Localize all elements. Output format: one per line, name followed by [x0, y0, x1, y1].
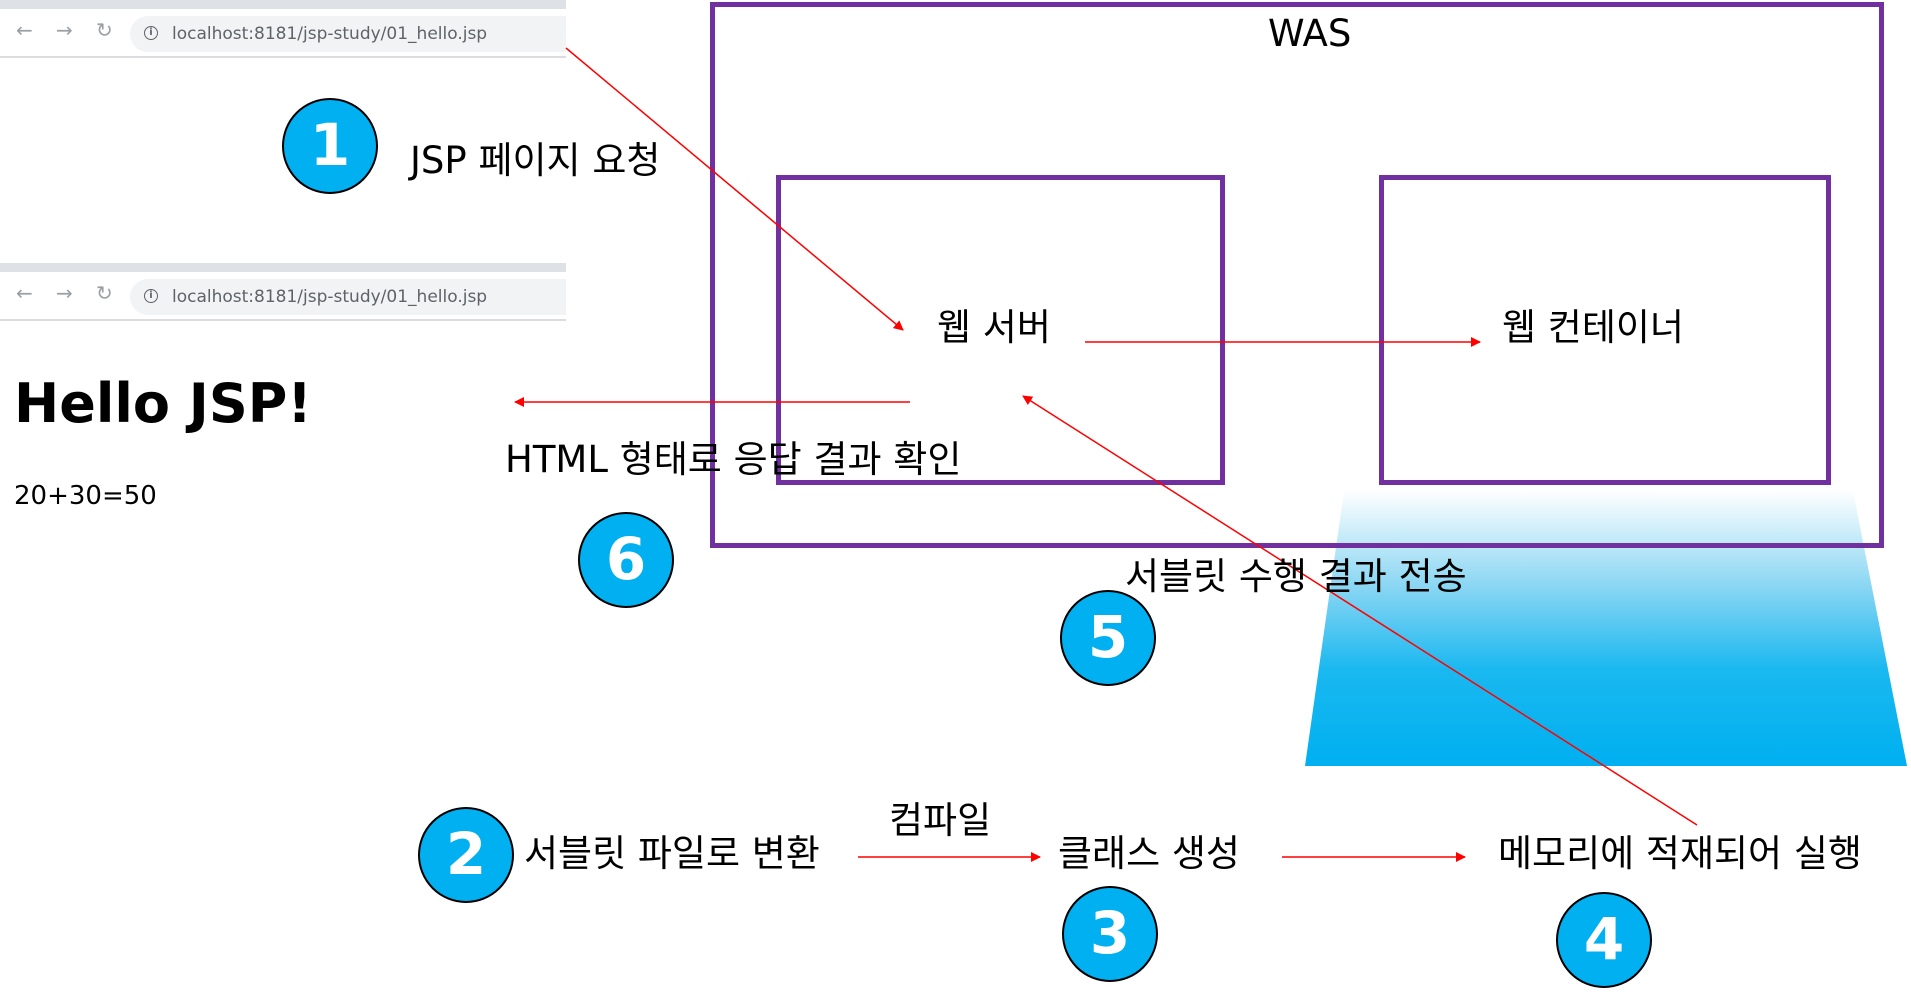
web-server-label: 웹 서버: [937, 306, 1051, 349]
back-arrow-icon[interactable]: ←: [16, 18, 33, 42]
info-icon[interactable]: i: [144, 26, 158, 40]
web-container-label: 웹 컨테이너: [1502, 306, 1684, 349]
step6-label: HTML 형태로 응답 결과 확인: [505, 438, 962, 481]
arrow-request: [565, 47, 904, 331]
step5-number-badge: 5: [1060, 590, 1156, 686]
divider: [0, 319, 566, 321]
browser-tab-strip: [0, 263, 566, 272]
step2-label: 서블릿 파일로 변환: [524, 832, 820, 875]
step2-number-badge: 2: [418, 807, 514, 903]
web-server-box: [776, 175, 1225, 485]
step3-label: 클래스 생성: [1058, 832, 1240, 875]
was-title: WAS: [1268, 12, 1352, 55]
arrow-servlet-result: [1022, 395, 1698, 826]
step4-number-badge: 4: [1556, 892, 1652, 988]
browser-address-bar-request: ← → ↻ i localhost:8181/jsp-study/01_hell…: [0, 0, 566, 58]
info-icon[interactable]: i: [144, 289, 158, 303]
page-result-text: 20+30=50: [14, 481, 157, 511]
step5-label: 서블릿 수행 결과 전송: [1125, 555, 1467, 598]
divider: [0, 56, 566, 58]
url-field[interactable]: i localhost:8181/jsp-study/01_hello.jsp: [130, 16, 566, 52]
browser-address-bar-response: ← → ↻ i localhost:8181/jsp-study/01_hell…: [0, 263, 566, 321]
forward-arrow-icon[interactable]: →: [56, 18, 73, 42]
compile-label: 컴파일: [889, 799, 992, 842]
web-container-box: [1379, 175, 1831, 485]
reload-icon[interactable]: ↻: [96, 281, 113, 305]
url-text: localhost:8181/jsp-study/01_hello.jsp: [172, 287, 488, 307]
page-heading: Hello JSP!: [14, 372, 312, 435]
back-arrow-icon[interactable]: ←: [16, 281, 33, 305]
browser-tab-strip: [0, 0, 566, 9]
forward-arrow-icon[interactable]: →: [56, 281, 73, 305]
step3-number-badge: 3: [1062, 886, 1158, 982]
url-text: localhost:8181/jsp-study/01_hello.jsp: [172, 24, 488, 44]
step1-number-badge: 1: [282, 98, 378, 194]
url-field[interactable]: i localhost:8181/jsp-study/01_hello.jsp: [130, 279, 566, 315]
step4-label: 메모리에 적재되어 실행: [1498, 832, 1862, 875]
reload-icon[interactable]: ↻: [96, 18, 113, 42]
was-box: [710, 2, 1884, 548]
step1-label: JSP 페이지 요청: [410, 139, 661, 182]
step6-number-badge: 6: [578, 512, 674, 608]
web-container-memory-funnel: [1305, 490, 1907, 766]
